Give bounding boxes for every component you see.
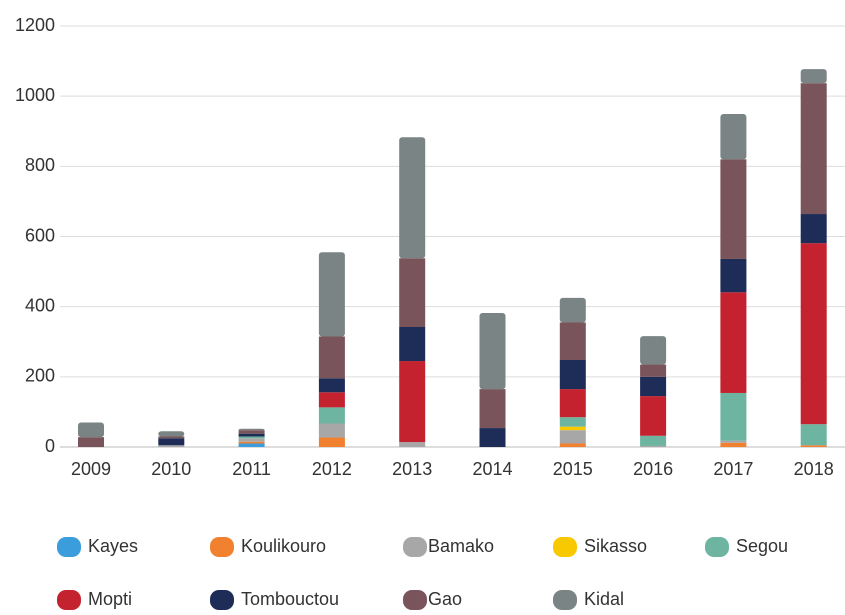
bar-segment bbox=[559, 389, 586, 418]
x-tick-label: 2015 bbox=[553, 459, 593, 479]
legend-swatch bbox=[705, 537, 729, 557]
legend-label: Segou bbox=[736, 536, 788, 556]
bar-segment bbox=[238, 438, 265, 442]
legend-swatch bbox=[57, 537, 81, 557]
x-tick-label: 2018 bbox=[794, 459, 834, 479]
bar-segment bbox=[640, 336, 667, 365]
x-tick-label: 2014 bbox=[472, 459, 512, 479]
bar-segment bbox=[318, 252, 345, 337]
bar-segment bbox=[559, 417, 586, 427]
legend-swatch bbox=[403, 590, 427, 610]
bar-segment bbox=[640, 364, 667, 377]
y-tick-label: 1000 bbox=[15, 85, 55, 105]
bar-segment bbox=[78, 422, 104, 438]
bar-segment bbox=[559, 426, 586, 431]
bar-segment bbox=[318, 392, 345, 408]
bar-segment bbox=[318, 407, 345, 424]
x-tick-label: 2017 bbox=[713, 459, 753, 479]
bar-segment bbox=[720, 392, 747, 441]
bar-segment bbox=[78, 437, 104, 447]
bar-segment bbox=[238, 443, 265, 447]
bar-segment bbox=[238, 428, 265, 431]
bar-segment bbox=[479, 428, 506, 447]
x-tick-label: 2012 bbox=[312, 459, 352, 479]
legend-label: Tombouctou bbox=[241, 589, 339, 609]
legend-swatch bbox=[57, 590, 81, 610]
bar-segment bbox=[640, 445, 667, 447]
bar-segment bbox=[238, 436, 265, 439]
bar-segment bbox=[559, 443, 586, 447]
bar-segment bbox=[158, 445, 185, 447]
bar-segment bbox=[238, 433, 265, 437]
bar-segment bbox=[399, 442, 426, 447]
bar-segment bbox=[238, 441, 265, 444]
bar-segment bbox=[399, 327, 426, 362]
bar-segment bbox=[318, 423, 345, 438]
bar-segment bbox=[720, 258, 747, 293]
legend-label: Kayes bbox=[88, 536, 138, 556]
y-tick-label: 400 bbox=[25, 295, 55, 315]
bar-segment bbox=[559, 322, 586, 360]
legend-swatch bbox=[210, 537, 234, 557]
bar-segment bbox=[800, 424, 827, 446]
bar-segment bbox=[640, 396, 667, 436]
bar-segment bbox=[800, 214, 827, 244]
bar-segment bbox=[479, 312, 506, 390]
x-tick-label: 2016 bbox=[633, 459, 673, 479]
bar-segment bbox=[318, 336, 345, 379]
y-tick-label: 0 bbox=[45, 436, 55, 456]
x-tick-label: 2009 bbox=[71, 459, 111, 479]
bar-segment bbox=[318, 437, 345, 447]
bar-segment bbox=[800, 83, 827, 215]
legend-swatch bbox=[553, 590, 577, 610]
bar-segment bbox=[318, 378, 345, 393]
bar-segment bbox=[158, 436, 185, 439]
bar-segment bbox=[559, 359, 586, 390]
bar-segment bbox=[158, 431, 185, 437]
legend-label: Koulikouro bbox=[241, 536, 326, 556]
bar-segment bbox=[720, 442, 747, 447]
y-tick-label: 600 bbox=[25, 225, 55, 245]
legend-label: Kidal bbox=[584, 589, 624, 609]
legend-label: Sikasso bbox=[584, 536, 647, 556]
x-tick-label: 2013 bbox=[392, 459, 432, 479]
legend-swatch bbox=[403, 537, 427, 557]
y-tick-label: 200 bbox=[25, 366, 55, 386]
legend-swatch bbox=[553, 537, 577, 557]
legend-label: Gao bbox=[428, 589, 462, 609]
bar-segment bbox=[640, 376, 667, 397]
y-tick-label: 800 bbox=[25, 155, 55, 175]
bar-segment bbox=[399, 137, 426, 259]
legend-swatch bbox=[210, 590, 234, 610]
bar-segment bbox=[399, 361, 426, 443]
legend-label: Bamako bbox=[428, 536, 494, 556]
bar-segment bbox=[720, 440, 747, 443]
bar-segment bbox=[800, 69, 827, 84]
x-tick-label: 2011 bbox=[232, 459, 271, 479]
bar-segment bbox=[720, 292, 747, 393]
bar-segment bbox=[800, 445, 827, 447]
bar-segment bbox=[559, 297, 586, 323]
y-tick-label: 1200 bbox=[15, 15, 55, 35]
bar-segment bbox=[720, 159, 747, 259]
bar-segment bbox=[158, 438, 185, 446]
bar-segment bbox=[720, 114, 747, 160]
bar-segment bbox=[479, 389, 506, 429]
bar-segment bbox=[238, 430, 265, 434]
bar-segment bbox=[399, 258, 426, 328]
x-tick-label: 2010 bbox=[151, 459, 191, 479]
legend-label: Mopti bbox=[88, 589, 132, 609]
bar-segment bbox=[640, 435, 667, 446]
bar-segment bbox=[559, 430, 586, 444]
bar-segment bbox=[800, 243, 827, 425]
